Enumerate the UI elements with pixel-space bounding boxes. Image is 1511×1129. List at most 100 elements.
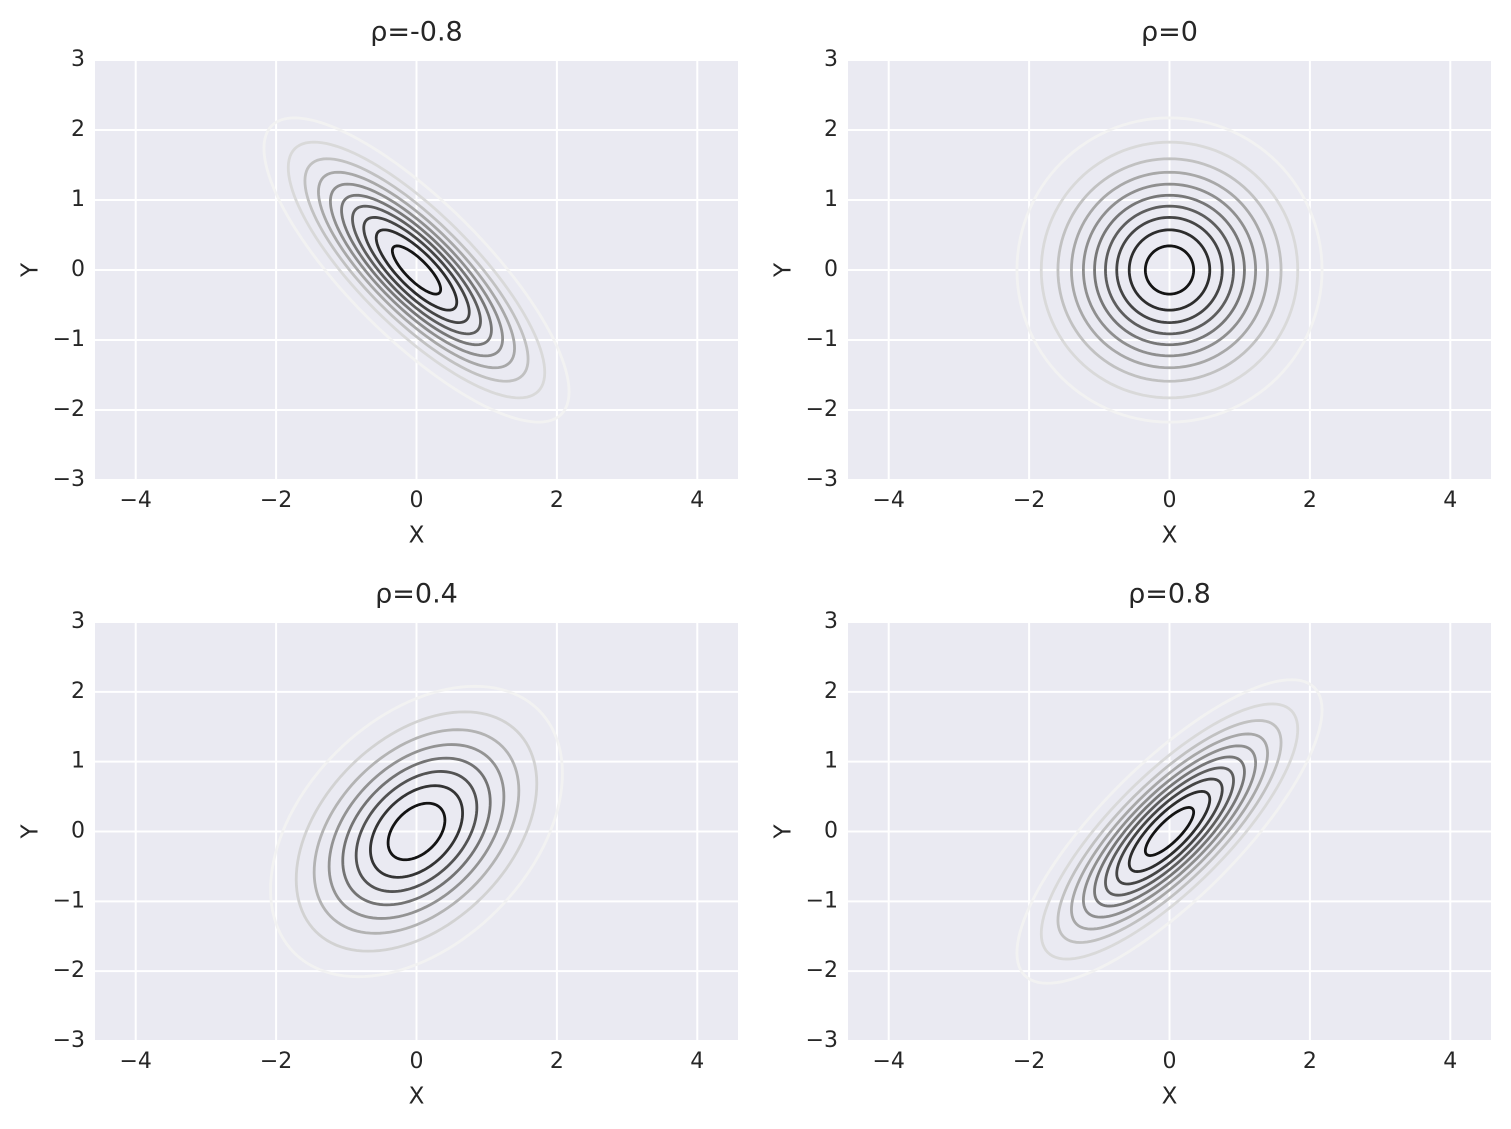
x-tick-label: −4 (872, 488, 904, 513)
contour-line (1115, 777, 1224, 886)
y-axis-label: Y (771, 262, 797, 278)
y-tick-label: 3 (71, 609, 85, 634)
x-tick-label: 2 (1303, 1049, 1317, 1074)
subplot: −4 −2 0 2 4 −3 −2 −1 0 1 2 3 ρ=0 X Y (771, 17, 1491, 549)
contour-line (1056, 719, 1283, 944)
contour-line (351, 204, 482, 336)
y-tick-label: −2 (806, 397, 838, 422)
contour-line (354, 770, 479, 893)
y-tick-label: 2 (71, 117, 85, 142)
contour-line (1143, 244, 1196, 296)
y-tick-label: −3 (53, 467, 85, 492)
contour-line (1104, 766, 1235, 897)
y-axis-label: Y (18, 262, 44, 278)
y-tick-label: 0 (71, 819, 85, 844)
y-tick-label: 0 (824, 257, 838, 282)
contours (1015, 678, 1324, 985)
contour-line (1070, 170, 1269, 370)
contour-line (327, 743, 506, 920)
x-tick-label: 0 (1163, 1049, 1177, 1074)
x-axis-label: X (409, 1084, 425, 1110)
contour-line (369, 784, 464, 879)
y-tick-label: −2 (806, 958, 838, 983)
contour-line (1093, 755, 1246, 908)
contour-line (317, 170, 516, 370)
contours (269, 684, 564, 979)
x-tick-label: −4 (872, 1049, 904, 1074)
contour-line (1070, 732, 1269, 931)
contour-line (340, 193, 493, 347)
contour-line (262, 116, 571, 424)
x-axis-label: X (409, 523, 425, 549)
subplot-title: ρ=0.4 (375, 579, 458, 610)
subplot-title: ρ=0 (1141, 17, 1198, 48)
subplot: −4 −2 0 2 4 −3 −2 −1 0 1 2 3 ρ=-0.8 X Y (18, 17, 738, 549)
contour-line (1127, 228, 1212, 312)
contour-line (1081, 182, 1258, 358)
x-tick-label: 2 (550, 1049, 564, 1074)
x-tick-label: 0 (410, 488, 424, 513)
x-tick-label: 4 (690, 488, 704, 513)
y-tick-label: 2 (824, 117, 838, 142)
y-tick-label: 1 (824, 187, 838, 212)
x-tick-label: 0 (1163, 488, 1177, 513)
contour-line (1104, 204, 1235, 336)
x-tick-label: −2 (260, 1049, 292, 1074)
x-tick-label: −2 (260, 488, 292, 513)
y-tick-label: 3 (71, 47, 85, 72)
contour-line (1127, 790, 1212, 873)
y-tick-label: −1 (806, 327, 838, 352)
contour-line (312, 728, 521, 935)
y-axis-label: Y (771, 824, 797, 840)
y-axis-label: Y (18, 824, 44, 840)
subplot-title: ρ=-0.8 (370, 17, 462, 48)
x-tick-label: −4 (119, 1049, 151, 1074)
contour-line (362, 215, 471, 325)
contours (262, 116, 571, 424)
y-tick-label: −1 (53, 888, 85, 913)
x-tick-label: 2 (1303, 488, 1317, 513)
y-tick-label: −2 (53, 397, 85, 422)
contour-line (341, 756, 492, 907)
contour-line (1081, 744, 1258, 919)
contour-line (1115, 215, 1224, 325)
y-tick-label: 0 (824, 819, 838, 844)
x-tick-label: 4 (1443, 488, 1457, 513)
x-tick-label: 0 (410, 1049, 424, 1074)
x-tick-label: 2 (550, 488, 564, 513)
x-tick-label: 4 (690, 1049, 704, 1074)
contour-line (1143, 806, 1196, 857)
contour-line (303, 157, 530, 383)
contour-line (269, 684, 564, 979)
contour-line (374, 228, 459, 312)
contour-line (1039, 140, 1300, 400)
subplot-title: ρ=0.8 (1128, 579, 1211, 610)
y-tick-label: 1 (71, 187, 85, 212)
contour-line (294, 710, 539, 953)
contour-line (390, 244, 443, 296)
subplot: −4 −2 0 2 4 −3 −2 −1 0 1 2 3 ρ=0.4 X Y (18, 579, 738, 1110)
contour-line (1093, 193, 1246, 347)
contour-line (1015, 678, 1324, 985)
y-tick-label: 2 (824, 679, 838, 704)
contour-line (1056, 157, 1283, 383)
x-axis-label: X (1162, 1084, 1178, 1110)
contour-line (386, 801, 447, 862)
contours (1015, 116, 1324, 424)
y-tick-label: −3 (53, 1028, 85, 1053)
x-tick-label: −4 (119, 488, 151, 513)
y-tick-label: −2 (53, 958, 85, 983)
y-tick-label: 2 (71, 679, 85, 704)
y-tick-label: −1 (53, 327, 85, 352)
y-tick-label: −3 (806, 467, 838, 492)
x-tick-label: −2 (1013, 488, 1045, 513)
contour-line (286, 140, 547, 400)
y-tick-label: −3 (806, 1028, 838, 1053)
y-tick-label: 1 (824, 749, 838, 774)
y-tick-label: −1 (806, 888, 838, 913)
y-tick-label: 3 (824, 609, 838, 634)
contour-line (1039, 702, 1300, 961)
x-axis-label: X (1162, 523, 1178, 549)
contour-line (1015, 116, 1324, 424)
